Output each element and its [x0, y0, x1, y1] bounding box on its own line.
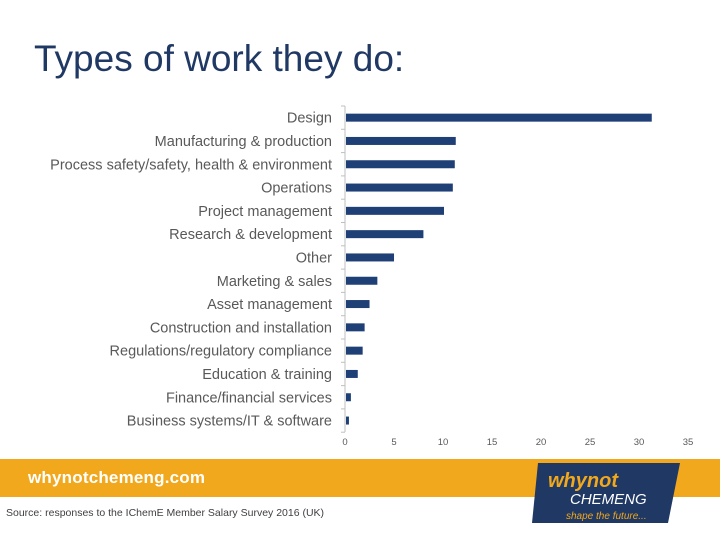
bar: [346, 230, 424, 239]
category-label: Manufacturing & production: [155, 134, 332, 150]
bar: [346, 393, 351, 402]
category-label: Design: [287, 111, 332, 127]
slide-title: Types of work they do:: [34, 38, 405, 79]
x-tick-label: 15: [487, 437, 498, 448]
bars: [346, 113, 652, 425]
category-label: Construction and installation: [150, 320, 332, 336]
bar: [346, 206, 444, 215]
y-axis-ticks: [341, 105, 345, 433]
category-label: Research & development: [169, 227, 332, 243]
x-tick-label: 25: [585, 437, 596, 448]
bar: [346, 136, 456, 145]
bar: [346, 183, 453, 192]
logo-middle-text: CHEMENG: [570, 491, 647, 508]
bar: [346, 160, 455, 169]
category-label: Business systems/IT & software: [127, 414, 332, 430]
bar: [346, 253, 395, 262]
bar: [346, 416, 349, 425]
logo-top-text: whynot: [548, 470, 619, 492]
source-note: Source: responses to the IChemE Member S…: [6, 507, 325, 519]
bar: [346, 369, 358, 378]
category-label: Regulations/regulatory compliance: [110, 344, 332, 360]
category-label: Operations: [261, 181, 332, 197]
bar: [346, 323, 365, 332]
logo-tagline: shape the future...: [566, 511, 647, 522]
bar: [346, 276, 378, 285]
category-label: Asset management: [207, 297, 332, 313]
category-labels: Design Manufacturing & production Process …: [50, 111, 332, 430]
bar-chart: Design Manufacturing & production Process …: [50, 105, 693, 448]
bar: [346, 113, 652, 122]
x-tick-label: 0: [342, 437, 347, 448]
footer-website: whynotchemeng.com: [28, 468, 206, 487]
category-label: Education & training: [202, 367, 332, 383]
category-label: Project management: [198, 204, 332, 220]
bar: [346, 346, 363, 355]
category-label: Finance/financial services: [166, 390, 332, 406]
whynotchemeng-logo: whynot CHEMENG shape the future...: [530, 459, 700, 527]
x-tick-label: 10: [438, 437, 449, 448]
x-tick-label: 30: [634, 437, 645, 448]
x-tick-label: 5: [391, 437, 396, 448]
x-tick-label: 20: [536, 437, 547, 448]
x-axis-tick-labels: 0 5 10 15 20 25 30 35: [342, 437, 693, 448]
bar: [346, 300, 370, 309]
category-label: Process safety/safety, health & environm…: [50, 157, 332, 173]
category-label: Marketing & sales: [217, 274, 332, 290]
category-label: Other: [296, 250, 332, 266]
x-tick-label: 35: [683, 437, 694, 448]
